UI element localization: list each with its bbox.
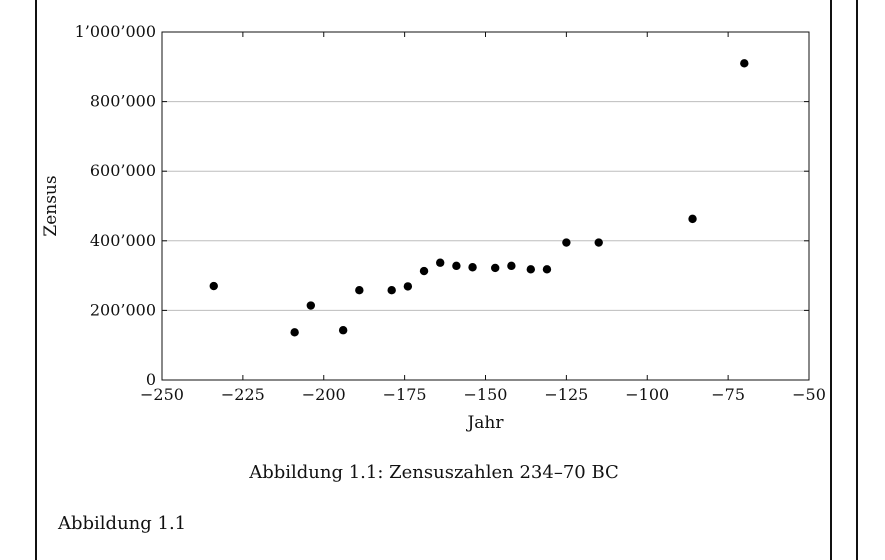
x-tick-label: −100 xyxy=(625,385,669,404)
data-point xyxy=(594,238,603,247)
x-tick-label: −225 xyxy=(221,385,265,404)
y-tick-label: 800’000 xyxy=(90,92,156,111)
data-point xyxy=(419,266,429,276)
y-axis-title: Zensus xyxy=(41,175,61,236)
y-tick-label: 200’000 xyxy=(90,300,156,319)
y-tick-label: 1’000’000 xyxy=(75,22,156,41)
data-point xyxy=(306,301,316,310)
y-tick-label: 600’000 xyxy=(90,161,156,180)
data-point xyxy=(562,238,571,247)
x-tick-label: −150 xyxy=(464,385,508,404)
scatter-chart: 0 200’000 400’000 600’000 800’000 1’000’000 −2… xyxy=(41,22,826,433)
data-point xyxy=(740,59,749,68)
axis-ticks: 0 200’000 400’000 600’000 800’000 1’000’000 −2… xyxy=(75,22,826,404)
x-tick-label: −125 xyxy=(544,385,588,404)
grid-lines xyxy=(162,101,809,311)
data-point xyxy=(403,282,413,291)
data-points xyxy=(209,59,749,337)
page-border-left xyxy=(35,0,37,560)
data-point xyxy=(491,263,500,273)
x-tick-label: −50 xyxy=(792,385,826,404)
data-point xyxy=(468,263,477,272)
data-point xyxy=(209,281,218,291)
data-point xyxy=(387,286,396,295)
data-point xyxy=(526,265,535,274)
x-axis-title: Jahr xyxy=(465,413,504,433)
page-border-right xyxy=(830,0,832,560)
x-tick-label: −175 xyxy=(383,385,427,404)
plot-area xyxy=(161,31,810,381)
y-tick-label: 400’000 xyxy=(90,231,156,250)
data-point xyxy=(338,326,348,335)
data-point xyxy=(355,286,364,295)
x-tick-label: −250 xyxy=(140,385,184,404)
data-point xyxy=(290,328,299,337)
x-tick-label: −75 xyxy=(711,385,745,404)
scroll-divider xyxy=(856,0,858,560)
data-point xyxy=(452,261,461,271)
data-point xyxy=(436,258,445,267)
data-point xyxy=(542,265,552,274)
y-tick-label: 0 xyxy=(146,370,156,389)
data-point xyxy=(688,214,697,224)
data-point xyxy=(507,261,516,271)
figure-reference: Abbildung 1.1 xyxy=(58,513,187,534)
x-tick-label: −200 xyxy=(302,385,346,404)
figure-caption: Abbildung 1.1: Zensuszahlen 234–70 BC xyxy=(249,462,619,483)
